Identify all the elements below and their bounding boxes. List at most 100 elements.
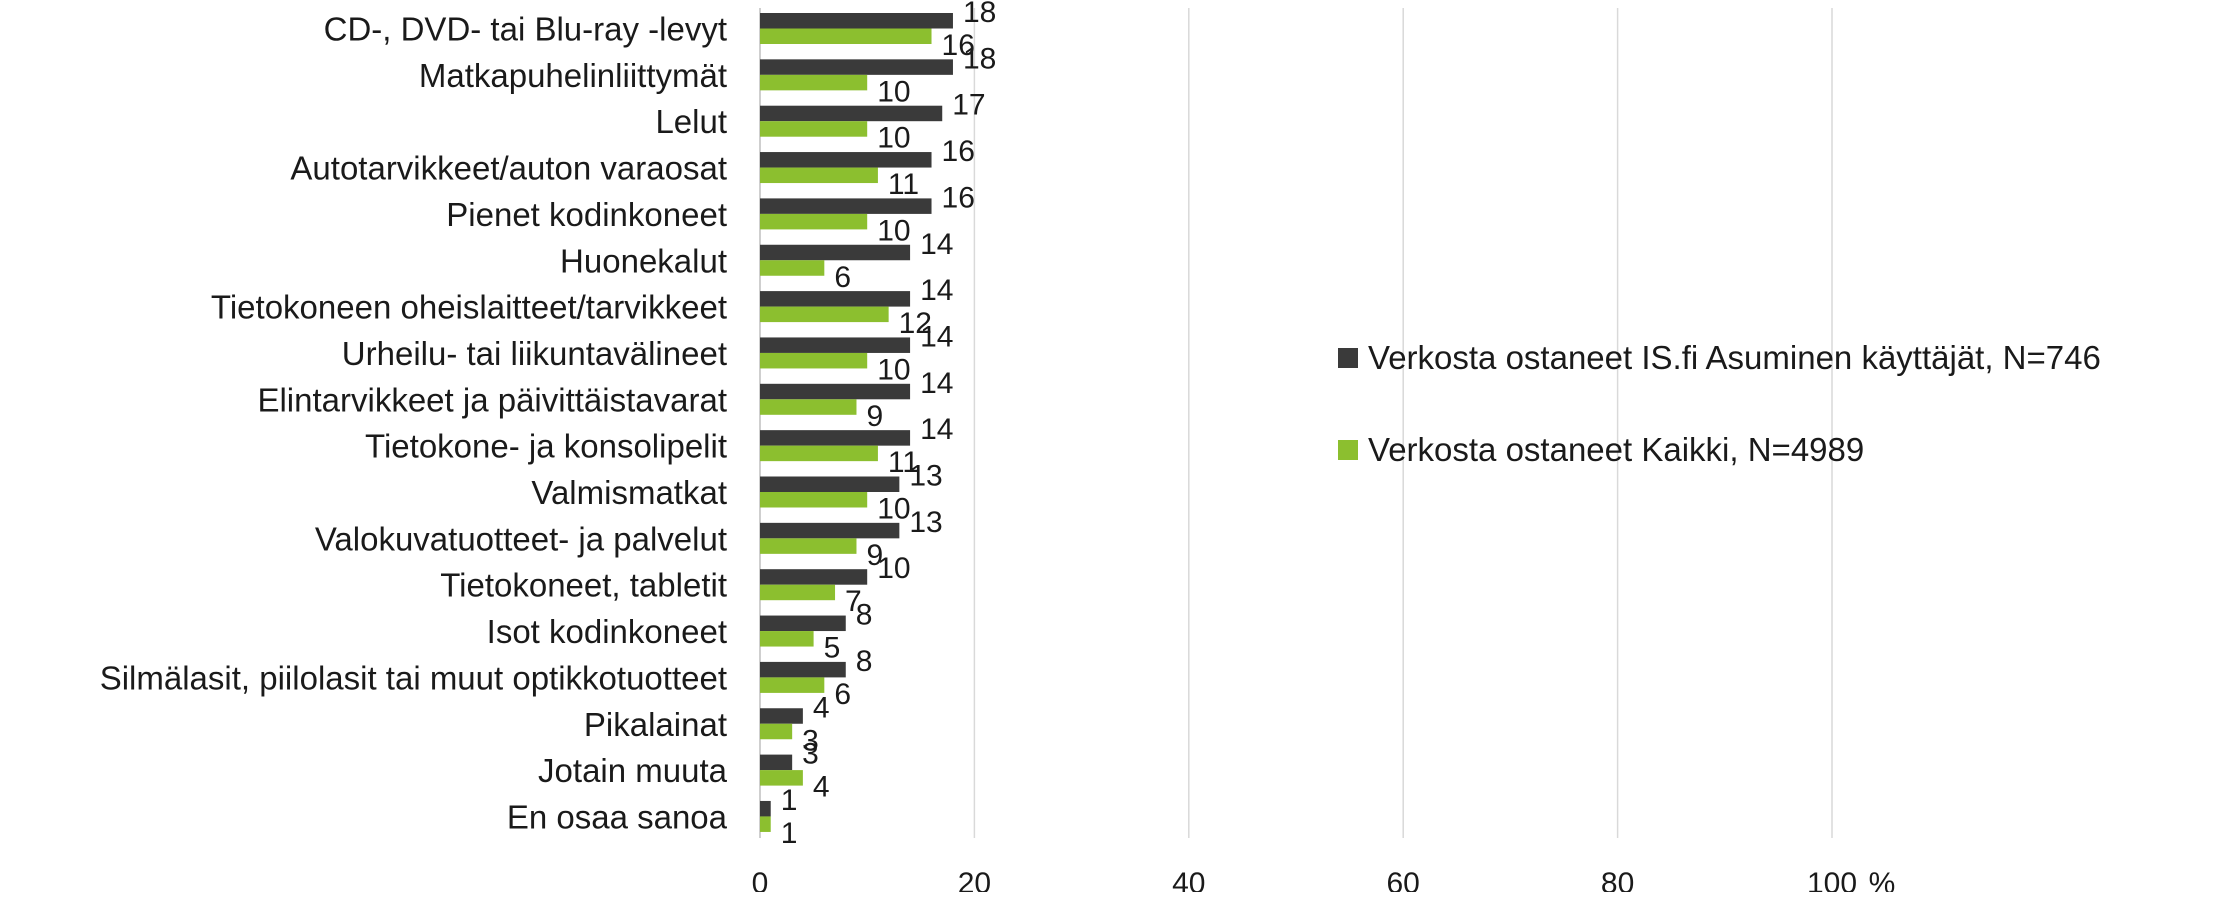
category-label: Tietokoneen oheislaitteet/tarvikkeet	[211, 289, 727, 326]
category-label: Tietokone- ja konsolipelit	[365, 428, 727, 465]
legend: Verkosta ostaneet IS.fi Asuminen käyttäj…	[1338, 339, 2101, 468]
category-label: Isot kodinkoneet	[487, 613, 727, 650]
value-label-series-2: 10	[877, 214, 910, 247]
x-tick-label: 20	[958, 867, 991, 892]
value-label-series-2: 6	[834, 261, 851, 294]
bar-series-2	[760, 677, 825, 693]
value-label-series-2: 10	[877, 353, 910, 386]
value-label-series-1: 13	[909, 506, 942, 539]
value-label-series-1: 8	[856, 645, 873, 678]
bar-series-1	[760, 337, 911, 353]
gridlines	[759, 8, 1833, 838]
value-label-series-2: 7	[845, 585, 862, 618]
category-labels: CD-, DVD- tai Blu-ray -levyt Matkapuhelin…	[100, 11, 728, 836]
value-label-series-1: 18	[963, 0, 996, 29]
value-label-series-2: 5	[824, 632, 841, 665]
category-label: Jotain muuta	[538, 752, 728, 789]
bar-series-2	[760, 213, 868, 230]
category-label: Tietokoneet, tabletit	[440, 567, 727, 604]
legend-swatch	[1338, 348, 1358, 368]
value-label-series-2: 3	[802, 724, 819, 757]
value-label-series-2: 10	[877, 493, 910, 526]
bar-series-1	[760, 522, 900, 539]
value-label-series-2: 12	[899, 307, 932, 340]
value-label-series-2: 6	[834, 678, 851, 711]
bar-series-1	[760, 198, 932, 214]
bar-series-2	[760, 74, 868, 91]
value-label-series-2: 16	[942, 29, 975, 62]
category-label: Silmälasit, piilolasit tai muut optikkot…	[100, 659, 727, 696]
value-label-series-1: 14	[920, 367, 953, 400]
bar-series-1	[760, 430, 911, 446]
value-label-series-2: 10	[877, 75, 910, 108]
x-tick-label: 80	[1601, 867, 1634, 892]
bar-series-1	[760, 615, 846, 632]
value-label-series-1: 18	[963, 42, 996, 75]
bar-series-2	[760, 723, 793, 740]
bar-series-1	[760, 105, 943, 122]
bar-series-2	[760, 445, 878, 462]
value-label-series-1: 14	[920, 413, 953, 446]
category-label: Urheilu- tai liikuntavälineet	[342, 335, 727, 372]
bar-series-2	[760, 399, 857, 415]
category-label: Valokuvatuotteet- ja palvelut	[315, 520, 727, 557]
value-label-series-2: 9	[866, 539, 883, 572]
value-label-series-2: 11	[888, 446, 919, 479]
legend-label: Verkosta ostaneet IS.fi Asuminen käyttäj…	[1368, 339, 2101, 376]
bar-series-1	[760, 291, 911, 307]
bar-series-1	[760, 59, 953, 75]
bar-series-1	[760, 754, 793, 771]
value-label-series-1: 14	[920, 320, 953, 353]
value-label-series-2: 9	[866, 400, 883, 433]
value-label-series-2: 4	[813, 771, 830, 804]
category-label: Lelut	[655, 103, 727, 140]
value-label-series-1: 16	[942, 181, 975, 214]
value-label-series-2: 1	[781, 817, 798, 850]
x-tick-label: 100	[1807, 867, 1857, 892]
bar-series-2	[760, 260, 825, 276]
bar-series-1	[760, 661, 846, 678]
bar-series-2	[760, 631, 814, 647]
bar-series-2	[760, 28, 932, 44]
bar-series-2	[760, 816, 771, 832]
category-label: En osaa sanoa	[507, 798, 728, 835]
bar-series-1	[760, 152, 932, 168]
value-label-series-1: 14	[920, 274, 953, 307]
legend-label: Verkosta ostaneet Kaikki, N=4989	[1368, 431, 1864, 468]
value-label-series-1: 8	[856, 599, 873, 632]
category-label: Matkapuhelinliittymät	[419, 57, 727, 94]
value-label-series-1: 14	[920, 228, 953, 261]
value-label-series-1: 16	[942, 135, 975, 168]
bar-series-1	[760, 476, 900, 492]
value-label-series-1: 10	[877, 552, 910, 585]
bar-series-1	[760, 244, 911, 261]
bar-series-1	[760, 800, 771, 817]
value-label-series-2: 11	[888, 168, 919, 201]
value-label-series-1: 17	[952, 89, 985, 122]
value-label-series-2: 10	[877, 122, 910, 155]
x-axis-unit: %	[1869, 867, 1896, 892]
x-axis-ticks: % 0 20 40 60 80 100	[752, 867, 1896, 897]
bar-series-2	[760, 352, 868, 369]
bar-series-2	[760, 584, 836, 601]
bar-series-1	[760, 13, 953, 29]
value-label-series-1: 4	[813, 691, 830, 724]
category-label: CD-, DVD- tai Blu-ray -levyt	[324, 11, 727, 48]
x-tick-label: 60	[1387, 867, 1420, 892]
bar-series-2	[760, 538, 857, 554]
bar-series-1	[760, 569, 868, 585]
bars	[760, 13, 953, 832]
bar-series-1	[760, 708, 803, 724]
category-label: Huonekalut	[560, 242, 727, 279]
category-label: Elintarvikkeet ja päivittäistavarat	[257, 381, 727, 418]
bar-series-1	[760, 383, 911, 400]
category-label: Autotarvikkeet/auton varaosat	[290, 150, 727, 187]
bar-series-2	[760, 492, 868, 508]
legend-swatch	[1338, 440, 1358, 460]
bar-series-2	[760, 770, 803, 786]
bar-series-2	[760, 121, 868, 137]
bar-series-2	[760, 167, 878, 184]
